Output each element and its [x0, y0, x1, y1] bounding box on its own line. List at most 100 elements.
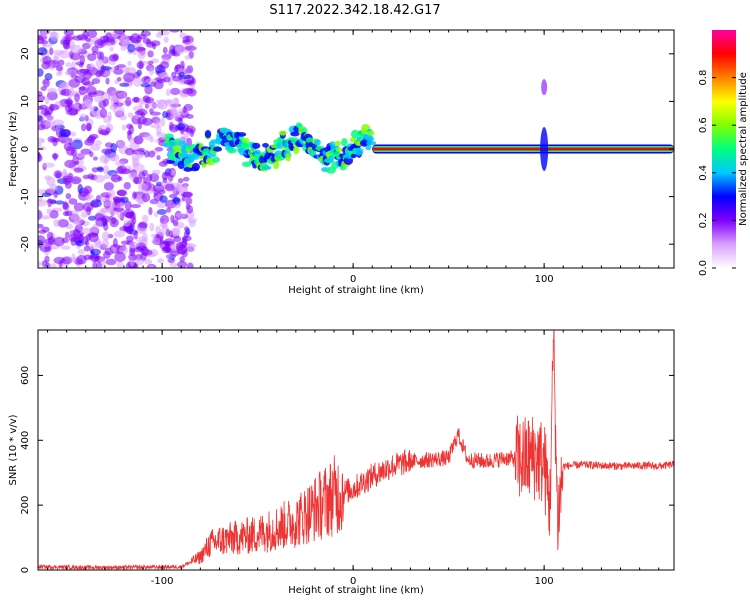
spectrogram-noise-cell	[42, 162, 55, 168]
spectrogram-noise-cell	[184, 45, 197, 51]
spectrogram-noise-cell	[127, 112, 134, 118]
spectrogram-noise-cell	[41, 260, 48, 268]
spectrogram-noise-cell	[38, 36, 44, 45]
spectrogram-track-cell	[172, 145, 183, 151]
snr-ytick-label: 0	[20, 567, 31, 573]
spectrogram-noise-cell	[53, 219, 60, 227]
spectrogram-noise-cell	[90, 248, 102, 256]
spectrogram-noise-cell	[41, 215, 51, 220]
spectrogram-noise-cell	[78, 86, 88, 91]
spectrogram-noise-cell	[116, 190, 127, 197]
spectrogram-noise-cell	[159, 195, 168, 203]
spectrogram-noise-cell	[119, 82, 130, 87]
spectrogram-noise-cell	[181, 249, 188, 258]
spectrogram-noise-cell	[62, 168, 67, 176]
spectrogram-noise-cell	[117, 91, 126, 99]
spectrogram-noise-cell	[82, 70, 93, 80]
spectrogram-track-cell	[335, 147, 343, 152]
spectrogram-noise-cell	[185, 203, 191, 210]
spectrogram-noise-cell	[184, 55, 191, 60]
spectrogram-noise-cell	[96, 50, 102, 60]
spectrogram-noise-cell	[169, 30, 180, 33]
spectrogram-noise-cell	[134, 47, 146, 52]
spectrogram-noise-cell	[186, 262, 194, 268]
spectrogram-noise-cell	[55, 123, 61, 132]
spectrogram-noise-cell	[80, 148, 92, 155]
spectrogram-noise-cell	[108, 54, 119, 62]
spectrogram-noise-cell	[148, 207, 153, 216]
spectrogram-noise-cell	[155, 32, 163, 39]
spectrogram-noise-cell	[64, 231, 70, 239]
spectrogram-noise-cell	[53, 236, 65, 247]
spectrogram-noise-cell	[157, 209, 167, 216]
snr-frame	[37, 329, 675, 571]
spectrogram-noise-cell	[126, 235, 134, 242]
spectrogram-noise-cell	[38, 105, 44, 111]
spectrogram-noise-cell	[149, 222, 155, 232]
spectrogram-noise-cell	[77, 249, 85, 255]
spectrogram-noise-cell	[144, 259, 153, 265]
spectrogram-noise-cell	[161, 171, 169, 181]
spectrogram-noise-cell	[162, 46, 168, 55]
spectrogram-noise-cell	[125, 96, 132, 107]
spectrogram-noise-cell	[69, 40, 76, 51]
spectrogram-noise-cell	[175, 184, 184, 192]
spectrogram-noise-cell	[93, 174, 106, 183]
spectrogram-noise-cell	[91, 167, 99, 173]
spectrogram-noise-cell	[62, 211, 70, 217]
spectrogram-noise-cell	[182, 88, 195, 95]
spectrogram-noise-cell	[108, 189, 115, 200]
spectrogram-noise-cell	[164, 183, 175, 192]
spectrogram-noise-cell	[96, 261, 102, 268]
spectrogram-noise-cell	[46, 208, 52, 215]
spectrogram-noise-cell	[100, 64, 106, 75]
spectrogram-noise-cell	[142, 232, 148, 242]
spectrogram-noise-cell	[177, 178, 184, 184]
spectrogram-noise-cell	[116, 76, 122, 82]
spectrogram-noise-cell	[132, 216, 137, 225]
spectrogram-noise-cell	[109, 151, 117, 161]
spectrogram-noise-cell	[44, 119, 56, 127]
spectrogram-track-cell	[251, 142, 261, 149]
spectrogram-noise-cell	[178, 117, 183, 125]
spectrogram-noise-cell	[113, 68, 124, 75]
colorbar-tick-label: 0.6	[698, 117, 709, 133]
spectrogram-noise-cell	[71, 253, 76, 263]
spectrogram-burst	[540, 127, 549, 171]
spectrogram-xtick-label: -100	[151, 274, 174, 285]
spectrogram-noise-cell	[86, 64, 94, 71]
spectrogram-noise-cell	[91, 46, 99, 53]
spectrogram-noise-cell	[46, 176, 56, 187]
spectrogram-noise-cell	[133, 77, 142, 87]
spectrogram-noise-cell	[149, 67, 154, 76]
spectrogram-noise-cell	[162, 220, 168, 229]
spectrogram-noise-cell	[120, 168, 131, 174]
spectrogram-noise-cell	[52, 49, 65, 55]
spectrogram-noise-cell	[62, 39, 70, 49]
spectrogram-noise-cell	[148, 264, 154, 268]
spectrogram-noise-cell	[129, 259, 135, 267]
spectrogram-noise-cell	[101, 148, 114, 155]
spectrogram-noise-cell	[77, 183, 83, 194]
spectrogram-noise-cell	[155, 99, 168, 105]
spectrogram-noise-cell	[41, 192, 52, 197]
spectrogram-noise-cell	[141, 117, 153, 126]
spectrogram-noise-cell	[140, 112, 145, 118]
spectrogram-noise-cell	[175, 213, 186, 218]
spectrogram-noise-cell	[112, 237, 118, 248]
colorbar-image	[712, 30, 736, 268]
spectrogram-noise-cell	[49, 183, 58, 192]
spectrogram-track-cell	[166, 159, 175, 164]
spectrogram-noise-cell	[106, 36, 115, 43]
spectrogram-noise-cell	[169, 121, 174, 131]
spectrogram-noise-cell	[168, 105, 176, 115]
spectrogram-track-cell	[334, 140, 341, 146]
spectrogram-noise-cell	[73, 152, 86, 158]
spectrogram-track-cell	[273, 160, 280, 170]
spectrogram-noise-cell	[57, 59, 65, 66]
spectrogram-noise-cell	[127, 43, 136, 53]
spectrogram-noise-cell	[69, 86, 75, 97]
spectrogram-noise-cell	[80, 123, 87, 132]
spectrogram-noise-cell	[113, 230, 126, 238]
spectrogram-noise-cell	[114, 161, 126, 166]
